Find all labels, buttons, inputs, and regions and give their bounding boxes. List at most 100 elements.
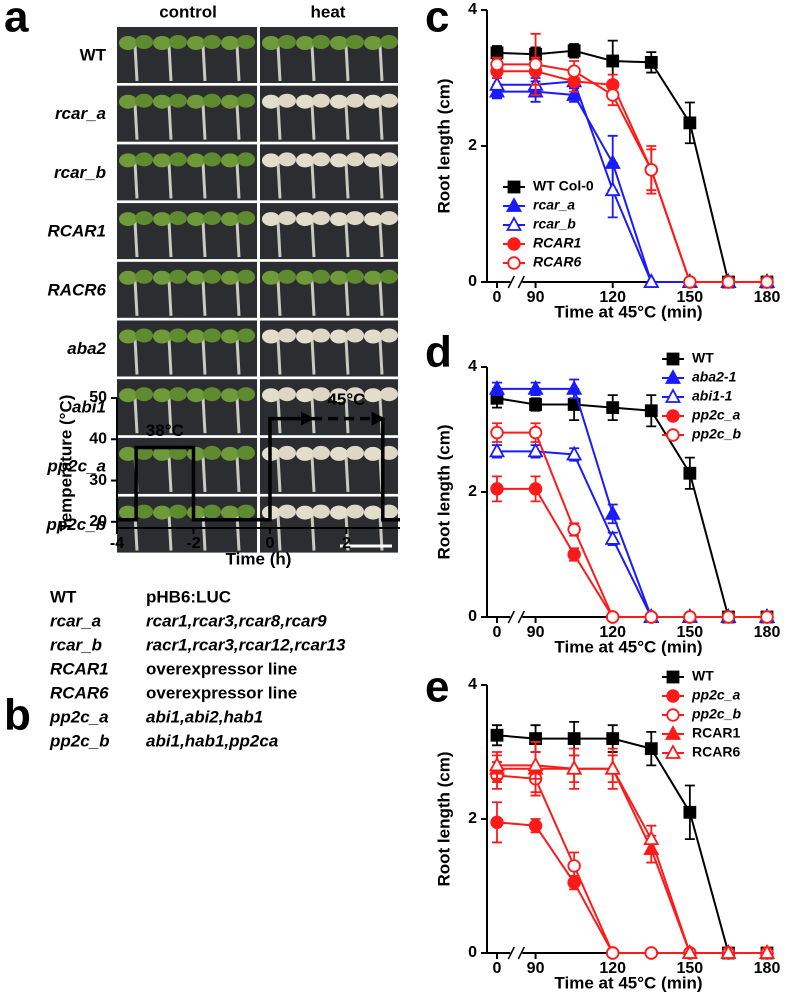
genotype-description: rcar1,rcar3,rcar8,rcar9: [146, 611, 327, 630]
cotyledon: [135, 93, 153, 108]
x-tick-label: 180: [754, 289, 781, 306]
cotyledon: [278, 504, 296, 519]
x-axis-label: Time at 45°C (min): [554, 302, 702, 321]
marker: [643, 273, 660, 288]
genotype-name: WT: [50, 587, 77, 606]
hypocotyl: [344, 397, 350, 434]
x-tick-label: 0: [493, 289, 502, 306]
row-label: aba2: [67, 339, 106, 358]
hypocotyl: [344, 279, 350, 316]
legend-label: pp2c_b: [691, 426, 741, 442]
marker: [760, 275, 774, 289]
hypocotyl: [201, 221, 207, 258]
cotyledon: [312, 269, 330, 284]
hypocotyl: [201, 338, 207, 375]
cotyledon: [135, 445, 153, 460]
hypocotyl: [167, 514, 173, 551]
cotyledon: [364, 270, 382, 285]
legend-marker: [666, 428, 680, 442]
cotyledon: [278, 93, 296, 108]
cotyledon: [169, 211, 187, 226]
cotyledon: [262, 36, 280, 50]
cotyledon: [262, 270, 280, 285]
cotyledon: [330, 446, 348, 461]
y-tick-label: 50: [89, 389, 107, 406]
legend-marker: [505, 197, 523, 212]
x-tick-label: 0: [493, 960, 502, 977]
y-axis-label: Root length (cm): [434, 424, 453, 559]
legend-marker: [507, 180, 521, 194]
hypocotyl: [133, 221, 139, 258]
y-axis-label: Temperature (°C): [56, 395, 75, 532]
marker: [490, 57, 504, 72]
hypocotyl: [310, 455, 316, 492]
cotyledon: [380, 152, 398, 167]
marker: [567, 859, 581, 873]
cotyledon: [364, 505, 382, 520]
y-tick-label: 0: [468, 608, 477, 625]
panel-letter: d: [425, 328, 452, 377]
cotyledon: [237, 152, 255, 167]
cotyledon: [346, 328, 364, 343]
hypocotyl: [344, 103, 350, 140]
marker: [567, 732, 581, 745]
y-tick-label: 4: [468, 676, 477, 693]
hypocotyl: [378, 221, 384, 258]
y-tick-label: 0: [468, 944, 477, 961]
legend-label: RCAR6: [533, 254, 581, 270]
cotyledon: [346, 93, 364, 108]
x-tick-label: 2: [342, 535, 351, 552]
marker: [567, 44, 581, 58]
cotyledon: [119, 212, 137, 227]
cotyledon: [119, 36, 137, 50]
cotyledon: [221, 212, 239, 227]
hypocotyl: [378, 103, 384, 140]
hypocotyl: [201, 397, 207, 434]
marker: [604, 504, 621, 520]
marker: [528, 425, 543, 440]
hypocotyl: [235, 455, 241, 492]
marker: [606, 732, 620, 745]
cotyledon: [312, 93, 330, 108]
cotyledon: [278, 211, 296, 226]
row-label: pp2c_a: [46, 456, 106, 475]
cotyledon: [153, 505, 171, 520]
marker: [490, 425, 504, 440]
genotype-name: RCAR6: [50, 683, 109, 702]
cotyledon: [237, 35, 255, 49]
hypocotyl: [133, 338, 139, 375]
genotype-name: rcar_b: [50, 635, 102, 654]
marker: [567, 547, 581, 562]
x-tick-label: 150: [677, 289, 704, 306]
cotyledon: [262, 153, 280, 168]
cotyledon: [203, 445, 221, 460]
genotype-name: pp2c_a: [49, 707, 109, 726]
marker: [606, 946, 620, 960]
hypocotyl: [310, 279, 316, 316]
cotyledon: [346, 387, 364, 402]
marker: [527, 756, 544, 772]
cotyledon: [380, 328, 398, 343]
marker: [488, 442, 506, 458]
cotyledon: [312, 387, 330, 402]
hypocotyl: [344, 338, 350, 375]
y-tick-label: 2: [468, 810, 477, 827]
cotyledon: [346, 269, 364, 284]
cotyledon: [221, 446, 239, 461]
cotyledon: [169, 445, 187, 460]
hypocotyl: [235, 338, 241, 375]
marker: [527, 442, 544, 458]
hypocotyl: [310, 397, 316, 434]
y-tick-label: 20: [89, 513, 107, 530]
cotyledon: [346, 211, 364, 226]
temperature-line: [381, 418, 400, 522]
genotype-name: rcar_a: [50, 611, 101, 630]
marker: [683, 466, 697, 480]
hypocotyl: [276, 44, 282, 82]
marker: [683, 805, 697, 819]
hypocotyl: [167, 162, 173, 199]
cotyledon: [119, 446, 137, 461]
hypocotyl: [235, 221, 241, 258]
marker: [683, 275, 697, 289]
